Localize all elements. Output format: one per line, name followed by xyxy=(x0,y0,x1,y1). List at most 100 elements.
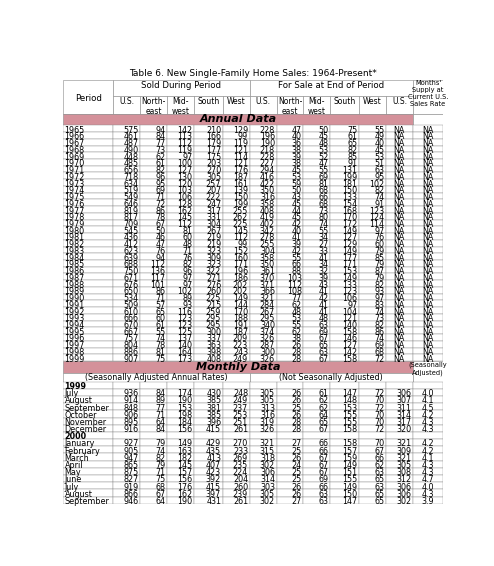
Bar xyxy=(386,273,413,280)
Text: 415: 415 xyxy=(206,483,221,492)
Bar xyxy=(113,206,140,213)
Bar xyxy=(194,354,223,361)
Bar xyxy=(303,273,330,280)
Bar xyxy=(277,294,303,301)
Bar xyxy=(303,186,330,192)
Text: 361: 361 xyxy=(260,267,275,276)
Bar xyxy=(330,173,359,179)
Text: 318: 318 xyxy=(260,454,275,463)
Text: 667: 667 xyxy=(124,328,139,337)
Bar xyxy=(386,247,413,254)
Text: 82: 82 xyxy=(156,166,165,175)
Bar xyxy=(386,461,413,468)
Text: 94: 94 xyxy=(156,126,165,135)
Text: 259: 259 xyxy=(206,307,221,316)
Text: 25: 25 xyxy=(291,404,302,413)
Bar xyxy=(386,314,413,320)
Bar xyxy=(140,226,167,233)
Text: 228: 228 xyxy=(260,126,275,135)
Bar xyxy=(359,199,386,206)
Text: 39: 39 xyxy=(292,153,302,162)
Text: NA: NA xyxy=(422,335,434,344)
Bar xyxy=(140,199,167,206)
Text: 1986: 1986 xyxy=(65,267,84,276)
Text: 86: 86 xyxy=(156,207,165,216)
Text: 490: 490 xyxy=(124,146,139,155)
Text: January: January xyxy=(65,439,95,448)
Text: 69: 69 xyxy=(319,328,329,337)
Bar xyxy=(63,287,113,294)
Bar xyxy=(386,233,413,240)
Bar xyxy=(167,152,194,159)
Text: 55: 55 xyxy=(291,321,302,330)
Text: 886: 886 xyxy=(124,348,139,357)
Bar xyxy=(63,206,113,213)
Text: 202: 202 xyxy=(233,281,248,290)
Bar xyxy=(194,294,223,301)
Text: 158: 158 xyxy=(342,355,358,364)
Text: 243: 243 xyxy=(233,348,248,357)
Text: 461: 461 xyxy=(124,132,139,142)
Text: 65: 65 xyxy=(156,307,165,316)
Text: 549: 549 xyxy=(124,193,139,202)
Bar xyxy=(359,132,386,139)
Bar xyxy=(194,132,223,139)
Bar xyxy=(413,280,443,287)
Bar xyxy=(386,354,413,361)
Bar xyxy=(113,354,140,361)
Bar xyxy=(330,432,359,439)
Text: 41: 41 xyxy=(319,288,329,297)
Text: (Seasonally
Adjusted): (Seasonally Adjusted) xyxy=(409,362,448,376)
Text: 121: 121 xyxy=(342,314,358,323)
Text: NA: NA xyxy=(394,227,405,236)
Bar xyxy=(223,273,249,280)
Bar xyxy=(113,389,140,396)
Bar xyxy=(113,432,140,439)
Text: 106: 106 xyxy=(177,193,193,202)
Text: 302: 302 xyxy=(260,461,275,470)
Bar xyxy=(140,418,167,424)
Text: U.S.: U.S. xyxy=(255,97,271,105)
Text: NA: NA xyxy=(422,166,434,175)
Text: 305: 305 xyxy=(260,389,275,398)
Bar xyxy=(249,273,277,280)
Text: 28: 28 xyxy=(292,355,302,364)
Bar xyxy=(386,145,413,152)
Text: 65: 65 xyxy=(374,490,384,499)
Text: 52: 52 xyxy=(319,153,329,162)
Text: 124: 124 xyxy=(370,213,384,222)
Bar xyxy=(277,280,303,287)
Bar xyxy=(386,173,413,179)
Bar xyxy=(330,139,359,145)
Bar xyxy=(386,446,413,453)
Bar xyxy=(167,260,194,267)
Text: NA: NA xyxy=(394,281,405,290)
Bar xyxy=(413,226,443,233)
Text: NA: NA xyxy=(394,321,405,330)
Text: 300: 300 xyxy=(206,328,221,337)
Bar xyxy=(223,240,249,247)
Text: 147: 147 xyxy=(342,497,358,506)
Bar xyxy=(303,173,330,179)
Bar xyxy=(303,432,330,439)
Text: NA: NA xyxy=(422,132,434,142)
Bar xyxy=(113,418,140,424)
Text: 575: 575 xyxy=(123,126,139,135)
Text: 28: 28 xyxy=(292,418,302,427)
Text: 222: 222 xyxy=(206,193,221,202)
Bar xyxy=(223,213,249,220)
Bar xyxy=(330,273,359,280)
Bar xyxy=(63,173,113,179)
Text: 423: 423 xyxy=(206,468,221,477)
Text: 199: 199 xyxy=(233,200,248,209)
Text: 175: 175 xyxy=(206,153,221,162)
Text: 140: 140 xyxy=(342,321,358,330)
Text: 370: 370 xyxy=(260,274,275,283)
Text: 190: 190 xyxy=(177,497,193,506)
Bar xyxy=(223,496,249,504)
Bar xyxy=(194,475,223,482)
Bar xyxy=(277,381,303,389)
Bar xyxy=(140,152,167,159)
Bar xyxy=(167,173,194,179)
Text: 207: 207 xyxy=(206,186,221,195)
